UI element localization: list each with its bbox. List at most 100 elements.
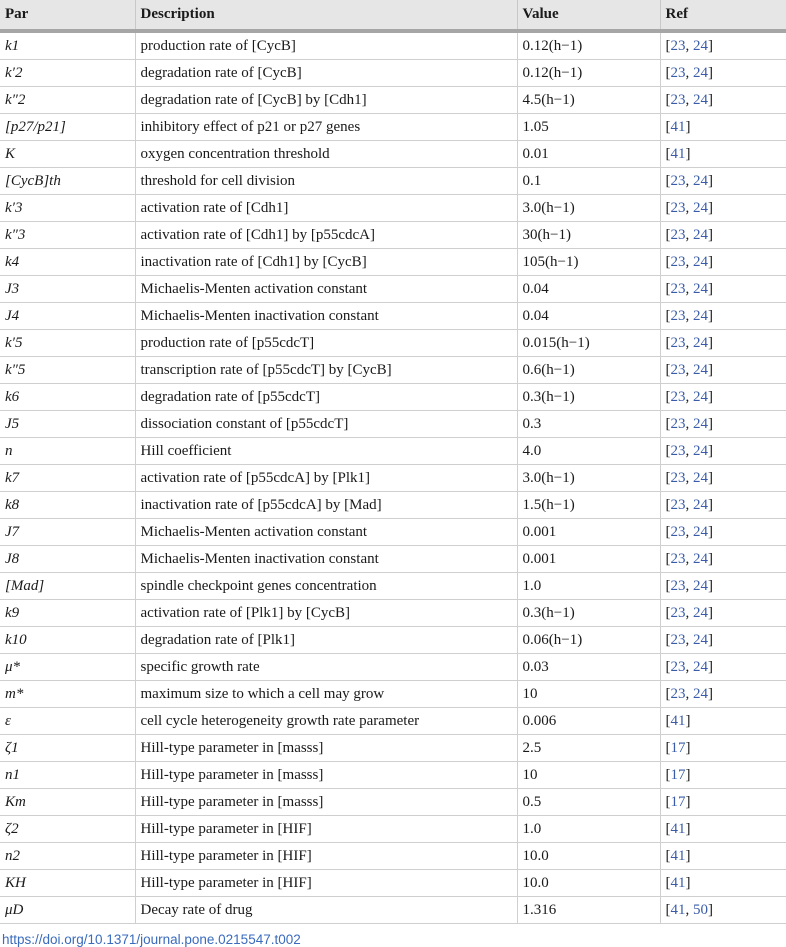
table-row: J5 dissociation constant of [p55cdcT] 0.3[… [0,410,786,438]
param-value: 0.03 [517,653,661,681]
param-description: activation rate of [Cdh1] [135,194,518,222]
citation-link[interactable]: 23 [670,632,686,648]
citation-link[interactable]: 23 [670,200,686,216]
citation-link[interactable]: 23 [670,605,686,621]
citation-link[interactable]: 41 [670,713,686,729]
citation-link[interactable]: 23 [670,227,686,243]
param-symbol: [Mad] [0,572,136,600]
citation-link[interactable]: 24 [693,200,708,216]
citation-link[interactable]: 24 [693,38,708,54]
citation-link[interactable]: 24 [693,254,708,270]
param-value: 1.0 [517,572,661,600]
citation-link[interactable]: 17 [670,767,686,783]
citation-link[interactable]: 24 [693,65,708,81]
param-symbol: KH [0,869,136,897]
citation-link[interactable]: 23 [670,497,686,513]
param-value: 10 [517,761,661,789]
citation-link[interactable]: 23 [670,92,686,108]
table-row: k′5 production rate of [p55cdcT] 0.015(h−1… [0,329,786,357]
citation-link[interactable]: 23 [670,659,686,675]
table-row: n Hill coefficient 4.0 [23, 24] [0,437,786,465]
param-ref: [23, 24] [660,221,786,249]
citation-link[interactable]: 23 [670,524,686,540]
citation-link[interactable]: 24 [693,416,708,432]
citation-link[interactable]: 23 [670,416,686,432]
citation-link[interactable]: 23 [670,65,686,81]
citation-link[interactable]: 41 [670,875,686,891]
param-value: 0.001 [517,518,661,546]
citation-link[interactable]: 23 [670,281,686,297]
citation-link[interactable]: 24 [693,497,708,513]
citation-link[interactable]: 23 [670,551,686,567]
param-ref: [41] [660,140,786,168]
citation-link[interactable]: 41 [670,902,686,918]
citation-link[interactable]: 24 [693,524,708,540]
param-symbol: k6 [0,383,136,411]
table-row: [Mad] spindle checkpoint genes concentrat… [0,572,786,600]
citation-link[interactable]: 24 [693,659,708,675]
param-value: 0.04 [517,275,661,303]
param-symbol: k10 [0,626,136,654]
citation-link[interactable]: 41 [670,848,686,864]
citation-link[interactable]: 24 [693,578,708,594]
param-symbol: k8 [0,491,136,519]
citation-link[interactable]: 24 [693,443,708,459]
param-value: 0.5 [517,788,661,816]
citation-link[interactable]: 24 [693,308,708,324]
param-ref: [23, 24] [660,194,786,222]
param-ref: [41] [660,707,786,735]
param-description: production rate of [p55cdcT] [135,329,518,357]
param-ref: [23, 24] [660,302,786,330]
citation-link[interactable]: 23 [670,254,686,270]
citation-link[interactable]: 24 [693,686,708,702]
param-value: 0.3 [517,410,661,438]
table-row: μD Decay rate of drug 1.316 [41, 50] [0,896,786,924]
param-value: 10.0 [517,842,661,870]
table-row: Km Hill-type parameter in [masss] 0.5 [17] [0,788,786,816]
citation-link[interactable]: 23 [670,362,686,378]
param-value: 30(h−1) [517,221,661,249]
param-ref: [23, 24] [660,167,786,195]
citation-link[interactable]: 24 [693,551,708,567]
param-description: degradation rate of [Plk1] [135,626,518,654]
param-value: 2.5 [517,734,661,762]
citation-link[interactable]: 23 [670,335,686,351]
param-symbol: k″5 [0,356,136,384]
citation-link[interactable]: 24 [693,281,708,297]
param-value: 3.0(h−1) [517,464,661,492]
citation-link[interactable]: 24 [693,173,708,189]
param-symbol: k′5 [0,329,136,357]
citation-link[interactable]: 41 [670,821,686,837]
param-symbol: ζ2 [0,815,136,843]
citation-link[interactable]: 23 [670,443,686,459]
table-row: [p27/p21] inhibitory effect of p21 or p27… [0,113,786,141]
citation-link[interactable]: 23 [670,38,686,54]
citation-link[interactable]: 24 [693,470,708,486]
param-ref: [23, 24] [660,653,786,681]
citation-link[interactable]: 23 [670,470,686,486]
citation-link[interactable]: 24 [693,632,708,648]
citation-link[interactable]: 17 [670,794,686,810]
citation-link[interactable]: 23 [670,308,686,324]
citation-link[interactable]: 50 [693,902,708,918]
citation-link[interactable]: 23 [670,578,686,594]
table-row: k1 production rate of [CycB] 0.12(h−1) [23,… [0,31,786,60]
citation-link[interactable]: 23 [670,686,686,702]
citation-link[interactable]: 24 [693,92,708,108]
citation-link[interactable]: 23 [670,389,686,405]
citation-link[interactable]: 24 [693,362,708,378]
param-ref: [23, 24] [660,31,786,60]
citation-link[interactable]: 24 [693,605,708,621]
table-row: k7 activation rate of [p55cdcA] by [Plk1]… [0,464,786,492]
citation-link[interactable]: 24 [693,389,708,405]
doi-link[interactable]: https://doi.org/10.1371/journal.pone.021… [2,932,301,947]
table-row: k4 inactivation rate of [Cdh1] by [CycB] 1… [0,248,786,276]
citation-link[interactable]: 17 [670,740,686,756]
citation-link[interactable]: 24 [693,335,708,351]
citation-link[interactable]: 41 [670,119,686,135]
header-par: Par [0,0,136,33]
header-row: Par Description Value Ref [0,0,786,33]
citation-link[interactable]: 41 [670,146,686,162]
citation-link[interactable]: 24 [693,227,708,243]
citation-link[interactable]: 23 [670,173,686,189]
